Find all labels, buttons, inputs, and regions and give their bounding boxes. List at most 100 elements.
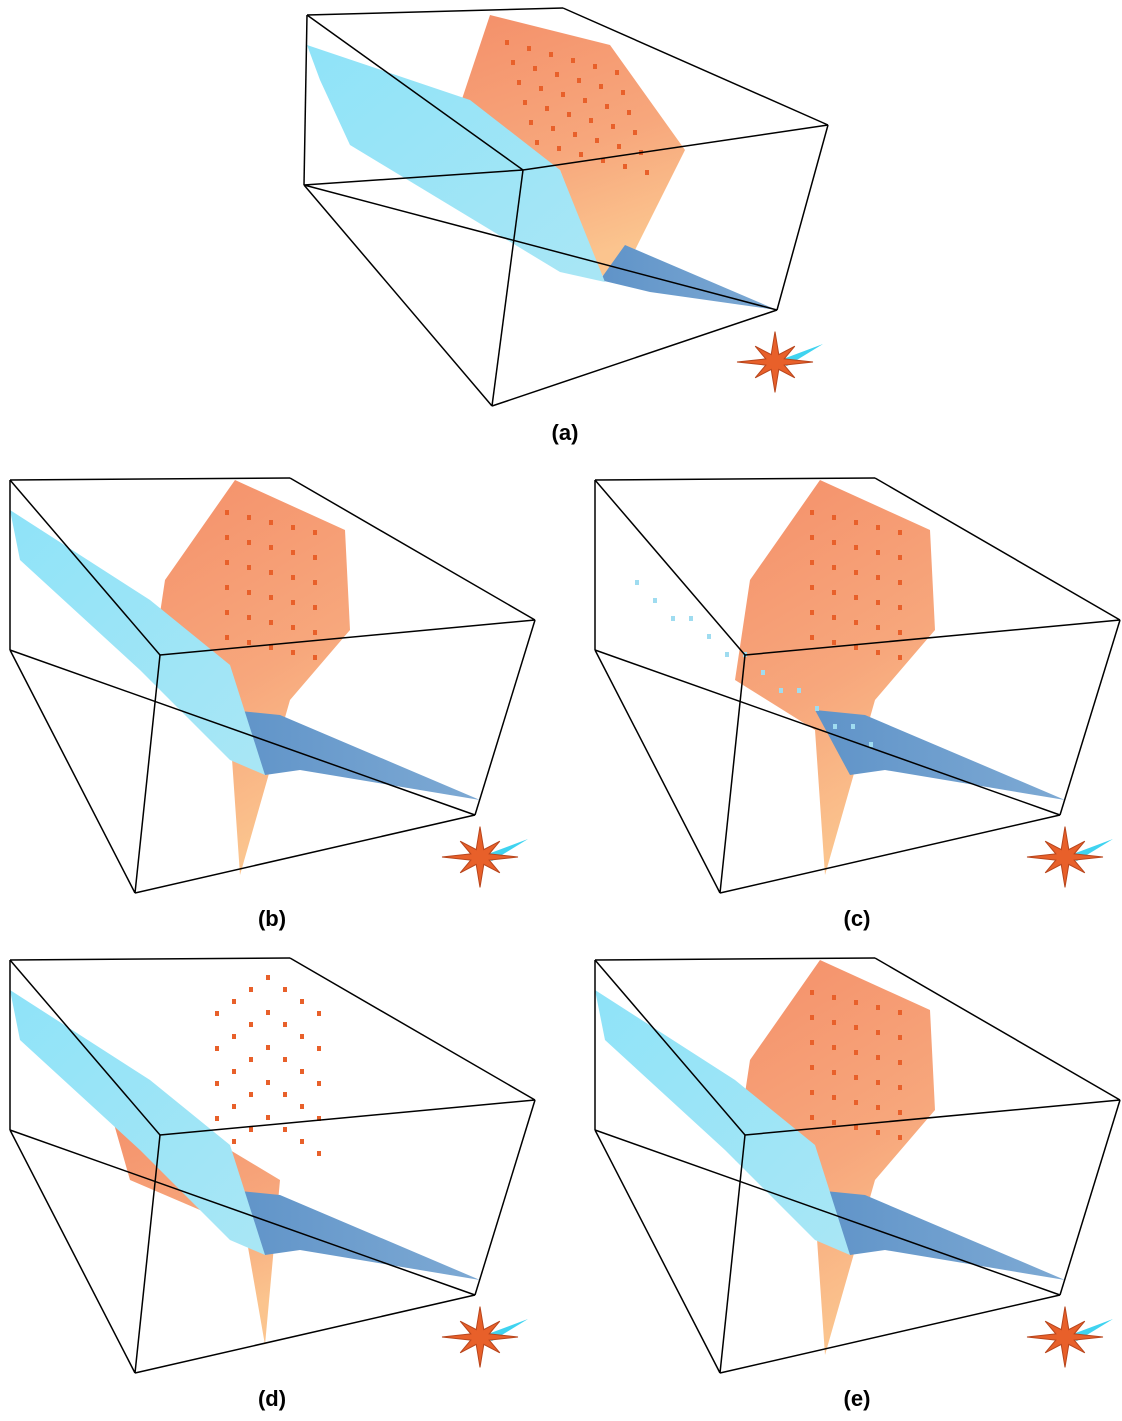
data-point — [567, 112, 571, 117]
data-point — [283, 987, 287, 992]
data-point — [854, 570, 858, 575]
data-point — [300, 1034, 304, 1039]
data-point — [313, 655, 317, 660]
box-edge — [874, 957, 1121, 1101]
data-point — [249, 1092, 253, 1097]
data-point — [225, 635, 229, 640]
data-point — [876, 575, 880, 580]
box-edge — [719, 1134, 746, 1374]
panel-label: (c) — [844, 906, 871, 931]
box-edge — [874, 477, 1121, 621]
data-point — [876, 650, 880, 655]
box-edge — [594, 649, 721, 894]
data-point — [689, 616, 693, 621]
data-point — [854, 545, 858, 550]
data-point — [898, 605, 902, 610]
box-edge — [134, 654, 161, 894]
box-edge — [491, 309, 778, 407]
surface-orange — [735, 960, 935, 1355]
box-edge — [1059, 619, 1121, 816]
data-point — [810, 1015, 814, 1020]
data-point — [898, 1060, 902, 1065]
data-point — [291, 625, 295, 630]
data-point — [583, 98, 587, 103]
data-point — [876, 1055, 880, 1060]
surface-blue — [307, 45, 605, 282]
data-point — [266, 975, 270, 980]
data-point — [898, 1085, 902, 1090]
data-point — [291, 550, 295, 555]
data-point — [854, 1025, 858, 1030]
data-point — [269, 620, 273, 625]
data-point — [317, 1081, 321, 1086]
box-edge — [594, 1129, 1061, 1296]
box-edge — [289, 477, 536, 621]
data-point — [523, 100, 527, 105]
data-point — [707, 634, 711, 639]
box-edge — [303, 169, 524, 186]
box-edge — [159, 619, 536, 656]
box-edge — [719, 654, 746, 894]
data-point — [266, 1115, 270, 1120]
data-point — [269, 570, 273, 575]
data-point — [249, 1022, 253, 1027]
box-edge — [9, 649, 476, 816]
data-point — [225, 535, 229, 540]
axis-icon — [736, 331, 814, 393]
surface-dark-blue — [815, 710, 1065, 800]
data-point — [898, 555, 902, 560]
panel: (d) — [9, 957, 536, 1411]
data-point — [601, 158, 605, 163]
data-point — [225, 560, 229, 565]
data-point — [633, 130, 637, 135]
data-point — [832, 590, 836, 595]
data-point — [898, 530, 902, 535]
surface-orange — [460, 15, 685, 280]
data-point — [505, 40, 509, 45]
box-edge — [474, 619, 536, 816]
data-point — [555, 72, 559, 77]
data-point — [300, 1104, 304, 1109]
data-point — [247, 565, 251, 570]
data-point — [551, 126, 555, 131]
data-point — [605, 104, 609, 109]
data-point — [539, 86, 543, 91]
box-edge — [9, 479, 161, 656]
data-point — [269, 645, 273, 650]
box-edge — [594, 477, 876, 481]
data-point — [832, 615, 836, 620]
data-point — [621, 90, 625, 95]
axis-icon — [441, 1306, 519, 1368]
data-point — [854, 1000, 858, 1005]
data-point — [589, 118, 593, 123]
data-point — [247, 540, 251, 545]
data-point — [313, 605, 317, 610]
box-edge — [594, 959, 746, 1136]
data-point — [247, 590, 251, 595]
data-point — [232, 1034, 236, 1039]
data-point — [851, 724, 855, 729]
data-point — [854, 1050, 858, 1055]
data-point — [854, 620, 858, 625]
surface-blue — [10, 510, 265, 775]
data-point — [247, 515, 251, 520]
data-point — [313, 555, 317, 560]
box-edge — [474, 1099, 536, 1296]
box-edge — [9, 959, 161, 1136]
box-edge — [306, 7, 564, 16]
data-point — [635, 580, 639, 585]
data-point — [810, 1090, 814, 1095]
data-point — [561, 92, 565, 97]
box-edge — [9, 957, 291, 961]
data-point — [249, 987, 253, 992]
data-point — [225, 585, 229, 590]
panel: (c) — [594, 477, 1121, 931]
data-point — [511, 60, 515, 65]
data-point — [810, 1040, 814, 1045]
data-point — [545, 106, 549, 111]
box-edge — [594, 957, 876, 961]
surface-dark-blue — [230, 1190, 480, 1280]
data-point — [898, 580, 902, 585]
